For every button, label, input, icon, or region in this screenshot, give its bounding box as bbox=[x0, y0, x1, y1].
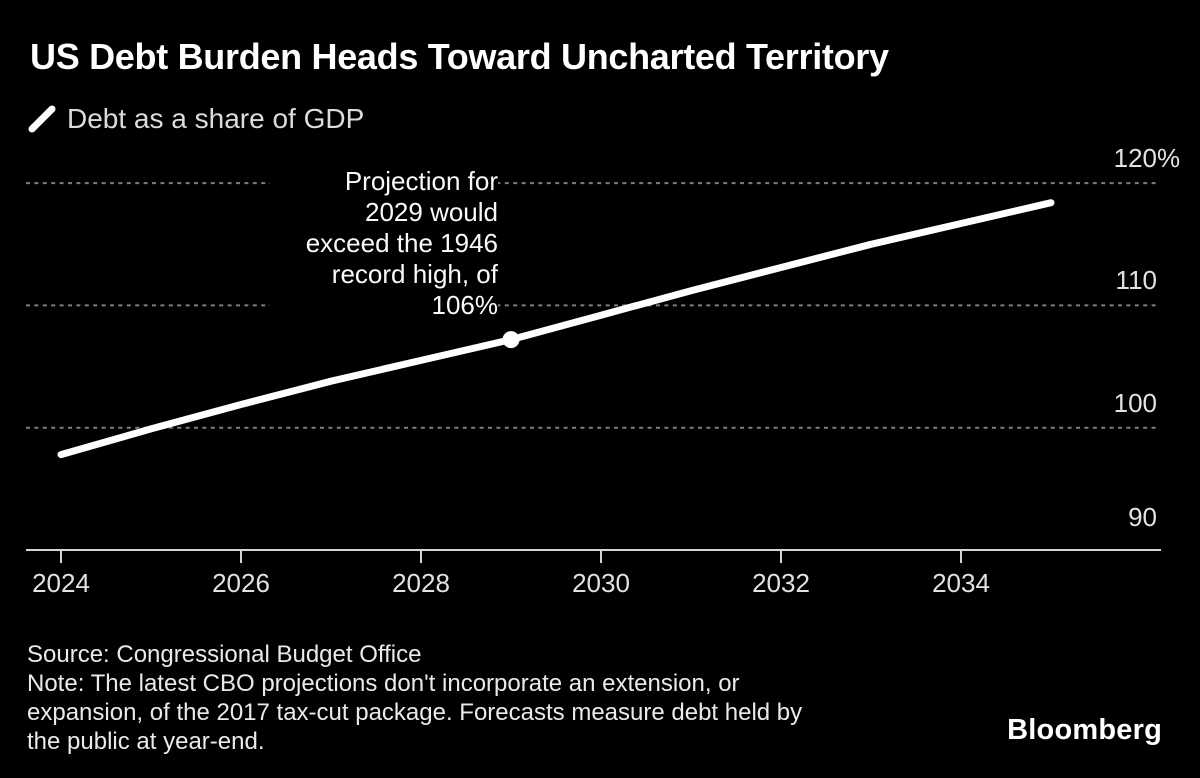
y-axis-label-110: 110 bbox=[1115, 265, 1157, 296]
x-axis-label-2032: 2032 bbox=[752, 568, 810, 598]
x-axis-label-2030: 2030 bbox=[572, 568, 630, 598]
y-axis-label-90: 90 bbox=[1128, 502, 1157, 532]
line-slash-icon bbox=[28, 105, 56, 133]
source-line: Source: Congressional Budget Office bbox=[27, 641, 422, 668]
chart-annotation: Projection for 2029 would exceed the 194… bbox=[270, 166, 498, 321]
legend: Debt as a share of GDP bbox=[27, 103, 364, 135]
legend-label: Debt as a share of GDP bbox=[67, 103, 365, 134]
page-title: US Debt Burden Heads Toward Uncharted Te… bbox=[30, 36, 889, 77]
y-axis-label-100: 100 bbox=[1113, 387, 1157, 418]
debt-share-line bbox=[57, 199, 1055, 459]
y-axis-label-120: 120% bbox=[1113, 143, 1181, 174]
x-axis-label-2024: 2024 bbox=[32, 568, 90, 598]
note-text: Note: The latest CBO projections don't i… bbox=[27, 670, 803, 755]
bloomberg-logo: Bloomberg bbox=[1007, 714, 1162, 746]
x-axis-label-2034: 2034 bbox=[932, 568, 990, 598]
x-axis-label-2026: 2026 bbox=[212, 568, 270, 598]
x-axis-label-2028: 2028 bbox=[392, 568, 450, 598]
projection-2029-dot bbox=[502, 331, 520, 349]
footer: Source: Congressional Budget Office Note… bbox=[27, 640, 802, 756]
